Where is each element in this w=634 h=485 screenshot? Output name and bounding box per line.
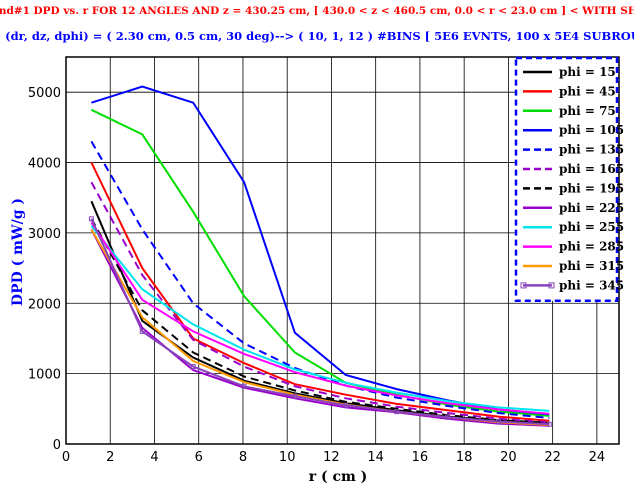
legend-label: phi = 105 [559,123,624,137]
series-line-phi-45 [90,162,550,422]
series-group [88,85,552,427]
y-axis-label: DPD ( mW/g ) [10,198,26,306]
series-point [241,383,247,389]
y-tick-label: 5000 [28,86,61,101]
series-point [139,328,145,334]
x-tick-label: 6 [195,450,203,465]
series-point [495,418,501,424]
plot-frame [65,56,620,445]
legend-marker [520,282,527,289]
x-tick-label: 8 [239,450,247,465]
y-tick-label: 1000 [28,368,61,383]
chart-title: BeWind#1 DPD vs. r FOR 12 ANGLES AND z =… [0,5,634,17]
legend-label: phi = 195 [559,181,624,195]
legend-box [514,56,619,303]
series-line-phi-105 [91,85,550,416]
series-point [292,393,298,399]
legend-label: phi = 285 [559,240,624,254]
x-axis-label: r ( cm ) [309,469,368,485]
x-tick-label: 16 [412,450,429,465]
series-point [546,421,552,427]
legend: phi = 15 phi = 45 phi = 75 phi = 105 phi = 1… [514,56,624,303]
legend-marker [548,282,555,289]
x-tick-label: 12 [323,450,340,465]
legend-label: phi = 225 [559,201,624,215]
x-tick-label: 14 [367,450,384,465]
x-tick-label: 20 [500,450,517,465]
y-tick-label: 4000 [28,157,61,172]
legend-label: phi = 345 [559,278,624,292]
y-tick-label: 3000 [28,227,61,242]
series-line-phi-345 [90,218,550,426]
legend-label: phi = 315 [559,259,624,273]
x-tick-label: 2 [106,450,114,465]
series-point [394,409,400,415]
series-line-phi-285 [90,221,550,415]
ticks: 0 2 4 6 8 10 12 14 16 18 20 22 240100020003000400050… [28,86,605,465]
x-tick-label: 4 [150,450,158,465]
chart-subtitle: (dr, dz, dphi) = ( 2.30 cm, 0.5 cm, 30 d… [5,29,634,43]
series-line-phi-75 [90,108,550,417]
x-tick-label: 18 [456,450,473,465]
y-tick-label: 2000 [28,297,61,312]
series-point [343,402,349,408]
legend-label: phi = 135 [559,143,624,157]
x-tick-label: 10 [279,450,296,465]
series-line-phi-255 [90,225,550,412]
legend-label: phi = 165 [559,162,624,176]
x-tick-label: 22 [544,450,561,465]
series-line-phi-195 [90,218,550,424]
x-tick-label: 0 [62,450,70,465]
series-point [445,414,451,420]
x-tick-label: 24 [589,450,606,465]
legend-label: phi = 45 [559,84,616,98]
series-point [88,216,94,222]
series-point [190,364,196,370]
legend-label: phi = 255 [559,220,624,234]
legend-label: phi = 15 [559,65,616,79]
legend-label: phi = 75 [559,104,616,118]
y-tick-label: 0 [53,438,61,453]
